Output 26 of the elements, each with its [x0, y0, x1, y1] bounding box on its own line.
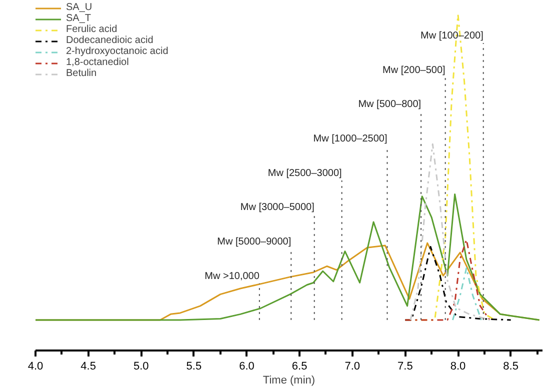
- x-tick-label: 8.5: [503, 360, 518, 372]
- ref-line-label: Mw [3000–5000]: [240, 202, 315, 214]
- ref-line-label: Mw [500–800]: [358, 99, 422, 110]
- x-tick-label: 5.0: [133, 360, 149, 372]
- x-tick-label: 7.0: [344, 360, 360, 372]
- x-tick-label: 7.5: [398, 360, 413, 372]
- legend-label: SA_U: [66, 2, 92, 13]
- ref-line-label: Mw [100–200]: [420, 30, 484, 42]
- legend-label: SA_T: [66, 13, 92, 24]
- x-tick-label: 5.5: [186, 360, 202, 372]
- legend-label: 1,8-octanediol: [66, 57, 129, 68]
- legend-label: Dodecanedioic acid: [66, 35, 154, 46]
- legend-label: Betulin: [66, 68, 97, 79]
- legend-label: Ferulic acid: [66, 24, 118, 35]
- ref-line-label: Mw [200–500]: [382, 64, 446, 76]
- ref-line-label: Mw >10,000: [204, 270, 260, 282]
- ref-line-label: Mw [5000–9000]: [217, 236, 292, 248]
- x-tick-label: 6.5: [292, 360, 308, 372]
- x-axis-title: Time (min): [262, 374, 316, 386]
- x-tick-label: 4.0: [28, 360, 44, 372]
- x-tick-label: 8.0: [450, 360, 466, 372]
- ref-line-label: Mw [2500–3000]: [268, 168, 342, 179]
- x-tick-label: 4.5: [80, 360, 96, 372]
- x-tick-label: 6.0: [239, 360, 254, 372]
- ref-line-label: Mw [1000–2500]: [313, 133, 388, 144]
- legend-label: 2-hydroxyoctanoic acid: [66, 46, 168, 57]
